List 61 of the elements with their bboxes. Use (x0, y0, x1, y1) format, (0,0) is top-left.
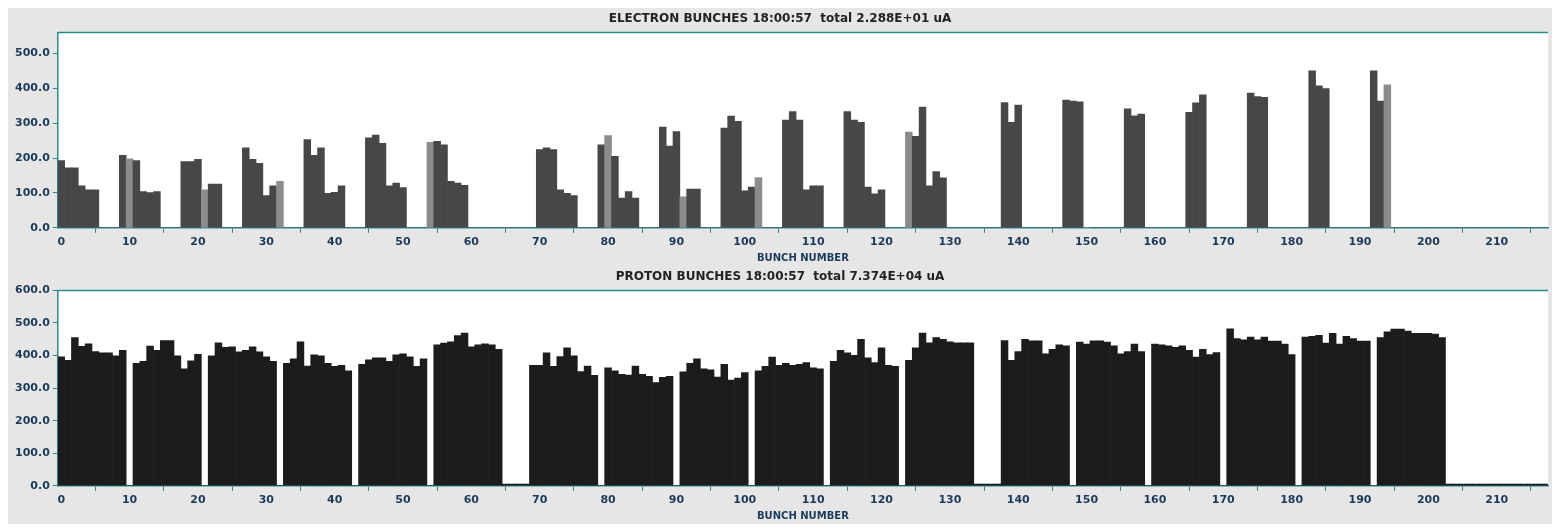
y-tick-label: 0.0 (30, 220, 51, 234)
x-tick-label: 20 (190, 235, 206, 249)
x-tick-label: 100 (733, 493, 757, 507)
x-tick-label: 130 (938, 493, 962, 507)
y-tick-label: 200.0 (15, 413, 51, 427)
x-tick-label: 110 (801, 493, 825, 507)
x-tick-label: 120 (870, 235, 894, 249)
x-tick-label: 40 (326, 235, 343, 249)
y-tick-label: 200.0 (15, 150, 51, 164)
x-tick-label: 140 (1006, 493, 1031, 507)
x-tick-label: 40 (326, 493, 343, 507)
x-tick-label: 180 (1280, 235, 1304, 249)
y-tick-label: 300.0 (15, 380, 51, 394)
x-tick-label: 70 (532, 493, 548, 507)
x-tick-label: 210 (1485, 235, 1509, 249)
x-tick-label: 160 (1143, 235, 1167, 249)
y-tick-label: 400.0 (15, 81, 51, 95)
x-axis-title: BUNCH NUMBER (756, 251, 850, 263)
x-tick-label: 190 (1348, 235, 1372, 249)
x-tick-label: 60 (463, 493, 480, 507)
x-tick-label: 170 (1211, 493, 1236, 507)
x-tick-label: 60 (463, 235, 480, 249)
chart-title: PROTON BUNCHES 18:00:57 total 7.374E+04 uA (615, 269, 946, 284)
y-tick-label: 500.0 (15, 315, 51, 329)
x-tick-label: 100 (733, 235, 757, 249)
x-tick-label: 30 (258, 493, 275, 507)
x-tick-label: 70 (532, 235, 548, 249)
chart-title: ELECTRON BUNCHES 18:00:57 total 2.288E+01 uA (608, 11, 952, 26)
x-tick-label: 10 (121, 235, 138, 249)
y-tick-label: 100.0 (15, 185, 51, 199)
x-tick-label: 160 (1143, 493, 1167, 507)
y-tick-label: 400.0 (15, 348, 51, 362)
x-tick-label: 10 (121, 493, 138, 507)
x-tick-label: 80 (600, 235, 617, 249)
x-tick-label: 30 (258, 235, 275, 249)
x-tick-label: 130 (938, 235, 962, 249)
x-tick-label: 150 (1075, 235, 1099, 249)
y-tick-label: 300.0 (15, 115, 51, 129)
x-tick-label: 200 (1416, 493, 1441, 507)
x-tick-label: 80 (600, 493, 617, 507)
x-tick-label: 210 (1485, 493, 1509, 507)
y-tick-label: 100.0 (15, 446, 51, 460)
x-tick-label: 190 (1348, 493, 1372, 507)
x-tick-label: 110 (801, 235, 825, 249)
y-tick-label: 0.0 (30, 478, 51, 492)
x-tick-label: 200 (1416, 235, 1441, 249)
x-tick-label: 50 (395, 235, 411, 249)
x-tick-label: 0 (57, 493, 66, 507)
x-tick-label: 20 (190, 493, 206, 507)
x-tick-label: 140 (1006, 235, 1031, 249)
x-tick-label: 120 (870, 493, 894, 507)
x-tick-label: 0 (57, 235, 66, 249)
x-tick-label: 170 (1211, 235, 1236, 249)
x-tick-label: 90 (668, 493, 685, 507)
x-axis-title: BUNCH NUMBER (756, 509, 850, 521)
x-tick-label: 90 (668, 235, 685, 249)
y-tick-label: 500.0 (15, 46, 51, 60)
y-tick-label: 600.0 (15, 283, 51, 297)
x-tick-label: 180 (1280, 493, 1304, 507)
x-tick-label: 50 (395, 493, 411, 507)
x-tick-label: 150 (1075, 493, 1099, 507)
